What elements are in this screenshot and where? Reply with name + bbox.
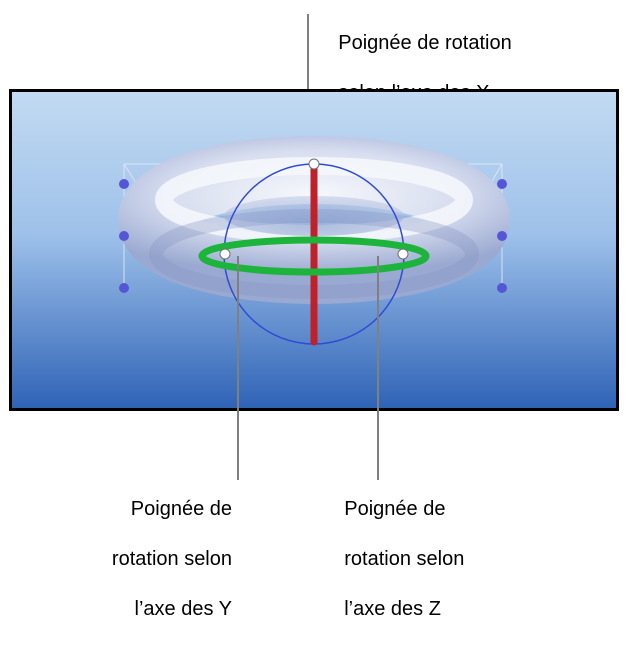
label-y-line3: l’axe des Y bbox=[135, 598, 232, 620]
label-y-line2: rotation selon bbox=[112, 548, 232, 570]
leader-y bbox=[237, 256, 239, 480]
viewport-canvas bbox=[9, 89, 619, 411]
leader-z bbox=[377, 256, 379, 480]
scene-svg bbox=[12, 92, 616, 408]
label-y-axis: Poignée de rotation selon l’axe des Y bbox=[86, 472, 232, 647]
label-x-line1: Poignée de rotation bbox=[338, 32, 511, 54]
label-z-line2: rotation selon bbox=[344, 548, 464, 570]
label-z-line3: l’axe des Z bbox=[344, 598, 441, 620]
figure-root: { "labels": { "x": { "line1": "Poignée d… bbox=[0, 0, 628, 577]
label-z-axis: Poignée de rotation selon l’axe des Z bbox=[322, 472, 464, 647]
label-z-line1: Poignée de bbox=[344, 498, 445, 520]
label-y-line1: Poignée de bbox=[131, 498, 232, 520]
